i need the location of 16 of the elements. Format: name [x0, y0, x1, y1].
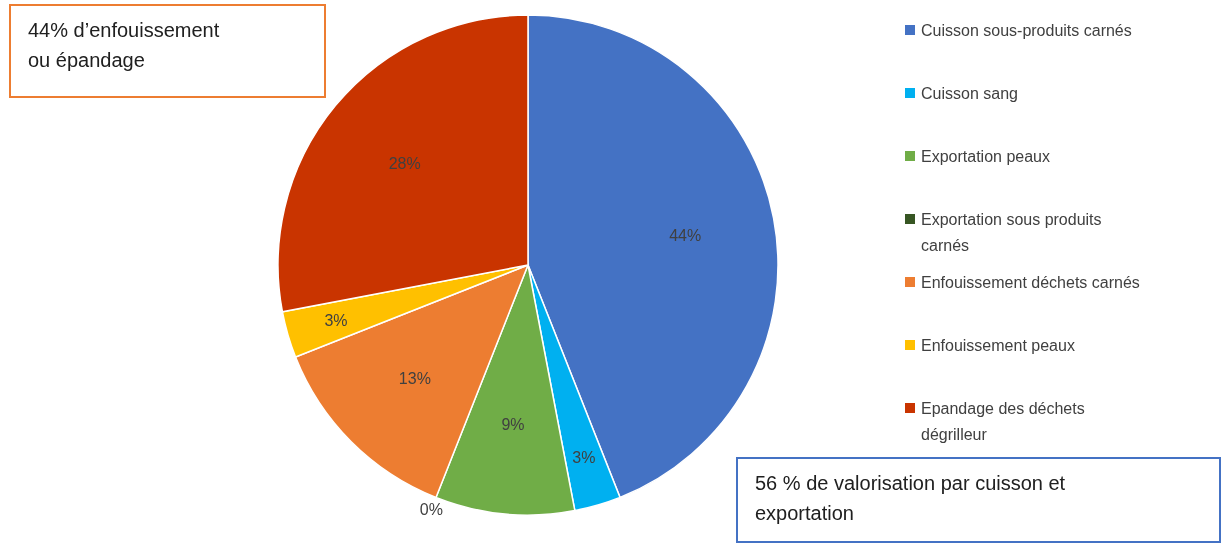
legend-label: Enfouissement peaux [921, 336, 1075, 354]
text: 44% d’enfouissement ou épandage [28, 19, 220, 71]
legend-label: Cuisson sang [921, 84, 1018, 102]
legend-label: Exportation sous produits carnés [921, 210, 1102, 254]
data-label: 9% [501, 415, 525, 433]
legend-label: Exportation peaux [921, 147, 1050, 165]
data-label: 44% [669, 226, 702, 244]
text: 56 % de valorisation par cuisson et exportation [755, 472, 1066, 524]
text: 0% [419, 500, 443, 518]
data-label: 13% [398, 369, 431, 387]
legend-label: Cuisson sous-produits carnés [921, 21, 1132, 39]
data-label: 28% [388, 154, 421, 172]
legend-label: Epandage des déchets dégrilleur [921, 399, 1085, 443]
legend-label: Enfouissement déchets carnés [921, 273, 1140, 291]
data-label: 3% [572, 448, 596, 466]
data-label: 3% [324, 312, 348, 330]
